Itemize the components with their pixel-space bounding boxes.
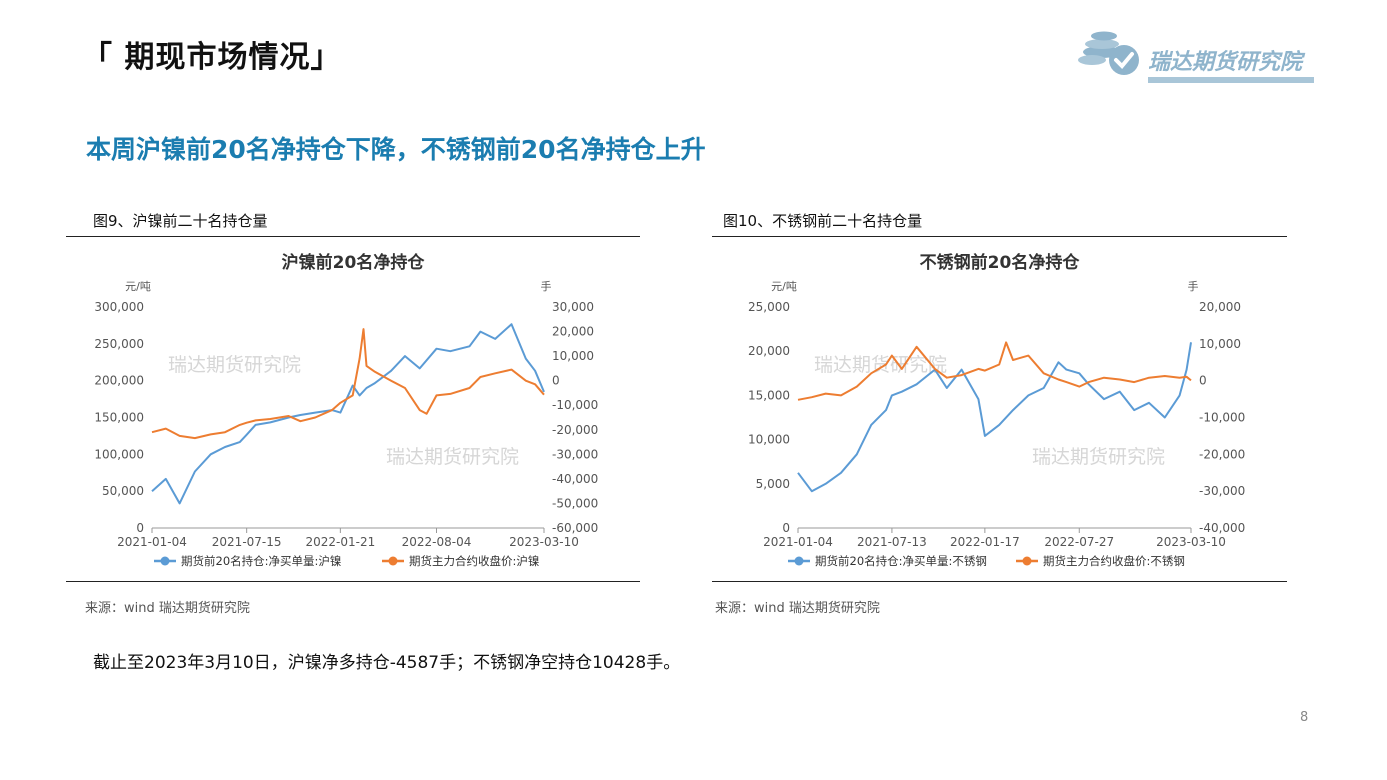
x-axis-tick-label: 2022-08-04 — [402, 535, 472, 549]
series-line-0 — [797, 342, 1192, 493]
coins-logo-icon — [1078, 31, 1139, 75]
x-axis-tick-label: 2022-07-27 — [1044, 535, 1114, 549]
right-axis-tick-label: -30,000 — [552, 447, 598, 461]
left-axis-tick-label: 200,000 — [94, 374, 144, 388]
x-axis-tick-label: 2021-01-04 — [763, 535, 833, 549]
legend-marker-0 — [794, 556, 804, 566]
left-axis-tick-label: 300,000 — [94, 300, 144, 314]
figure-10-bottom-rule — [712, 581, 1287, 582]
legend-marker-1 — [388, 556, 398, 566]
x-axis-tick-label: 2022-01-17 — [950, 535, 1020, 549]
left-axis-tick-label: 150,000 — [94, 411, 144, 425]
right-axis-unit: 手 — [541, 279, 552, 293]
left-axis-tick-label: 15,000 — [748, 388, 790, 402]
right-axis-tick-label: -20,000 — [1199, 447, 1245, 461]
legend-label-0: 期货前20名持仓:净买单量:沪镍 — [181, 554, 341, 568]
legend-marker-1 — [1022, 556, 1032, 566]
series-line-1 — [151, 328, 545, 440]
right-axis-tick-label: 10,000 — [552, 349, 594, 363]
x-axis-tick-label: 2023-03-10 — [1156, 535, 1226, 549]
chart-title: 沪镍前20名净持仓 — [282, 252, 426, 273]
left-axis-unit: 元/吨 — [125, 280, 151, 293]
series-line-1 — [797, 341, 1192, 401]
right-axis-tick-label: -20,000 — [552, 423, 598, 437]
left-axis-tick-label: 10,000 — [748, 433, 790, 447]
watermark-text: 瑞达期货研究院 — [1032, 446, 1165, 468]
right-axis-tick-label: 30,000 — [552, 300, 594, 314]
figure-10-top-rule — [712, 236, 1287, 237]
left-axis-unit: 元/吨 — [771, 280, 797, 293]
right-axis-tick-label: 10,000 — [1199, 337, 1241, 351]
left-axis-tick-label: 50,000 — [102, 484, 144, 498]
figure-10-caption: 图10、不锈钢前二十名持仓量 — [723, 212, 923, 230]
logo-underline — [1148, 77, 1314, 83]
logo-text: 瑞达期货研究院 — [1148, 50, 1303, 75]
watermark-text: 瑞达期货研究院 — [814, 354, 947, 376]
figure-10-source: 来源：wind 瑞达期货研究院 — [715, 601, 880, 616]
legend-label-0: 期货前20名持仓:净买单量:不锈钢 — [815, 554, 987, 568]
x-axis-tick-label: 2021-01-04 — [117, 535, 187, 549]
headline: 本周沪镍前20名净持仓下降，不锈钢前20名净持仓上升 — [86, 135, 706, 164]
figure-9-bottom-rule — [66, 581, 640, 582]
right-axis-tick-label: 20,000 — [1199, 300, 1241, 314]
right-axis-tick-label: -40,000 — [1199, 521, 1245, 535]
right-axis-tick-label: -40,000 — [552, 472, 598, 486]
left-axis-tick-label: 100,000 — [94, 447, 144, 461]
figure-9-top-rule — [66, 236, 640, 237]
figure-9-source: 来源：wind 瑞达期货研究院 — [85, 601, 250, 616]
left-axis-tick-label: 20,000 — [748, 344, 790, 358]
left-axis-tick-label: 25,000 — [748, 300, 790, 314]
legend-label-1: 期货主力合约收盘价:沪镍 — [409, 554, 539, 568]
right-axis-tick-label: -50,000 — [552, 496, 598, 510]
watermark-text: 瑞达期货研究院 — [168, 354, 301, 376]
right-axis-tick-label: -60,000 — [552, 521, 598, 535]
watermark-text: 瑞达期货研究院 — [386, 446, 519, 468]
x-axis-tick-label: 2023-03-10 — [509, 535, 579, 549]
series-line-0 — [151, 323, 545, 505]
right-axis-tick-label: 0 — [552, 374, 560, 388]
x-axis-tick-label: 2021-07-15 — [212, 535, 282, 549]
right-axis-tick-label: 0 — [1199, 374, 1207, 388]
section-title: 「 期现市场情况」 — [82, 40, 342, 75]
left-axis-tick-label: 0 — [782, 521, 790, 535]
right-axis-tick-label: -10,000 — [552, 398, 598, 412]
legend-label-1: 期货主力合约收盘价:不锈钢 — [1043, 554, 1185, 568]
summary-text: 截止至2023年3月10日，沪镍净多持仓-4587手；不锈钢净空持仓10428手… — [93, 653, 681, 673]
right-axis-tick-label: 20,000 — [552, 325, 594, 339]
brand-logo: 瑞达期货研究院 — [1078, 28, 1318, 86]
left-axis-tick-label: 5,000 — [756, 477, 790, 491]
x-axis-tick-label: 2021-07-13 — [857, 535, 927, 549]
left-axis-tick-label: 0 — [136, 521, 144, 535]
chart-title: 不锈钢前20名净持仓 — [920, 252, 1081, 273]
left-axis-tick-label: 250,000 — [94, 337, 144, 351]
right-axis-tick-label: -10,000 — [1199, 411, 1245, 425]
figure-9-caption: 图9、沪镍前二十名持仓量 — [93, 212, 268, 230]
page-number: 8 — [1300, 710, 1309, 725]
right-axis-tick-label: -30,000 — [1199, 484, 1245, 498]
x-axis-tick-label: 2022-01-21 — [305, 535, 375, 549]
right-axis-unit: 手 — [1188, 279, 1199, 293]
legend-marker-0 — [160, 556, 170, 566]
